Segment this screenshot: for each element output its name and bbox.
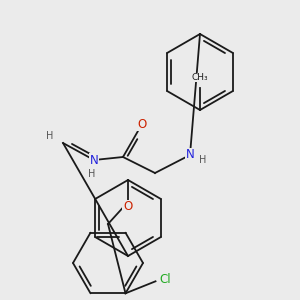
Text: O: O [123, 200, 133, 214]
Text: O: O [137, 118, 147, 130]
Text: Cl: Cl [160, 273, 171, 286]
Text: N: N [90, 154, 98, 166]
Text: H: H [199, 155, 207, 165]
Text: CH₃: CH₃ [192, 73, 208, 82]
Text: H: H [46, 131, 54, 141]
Text: H: H [88, 169, 96, 179]
Text: N: N [186, 148, 194, 161]
